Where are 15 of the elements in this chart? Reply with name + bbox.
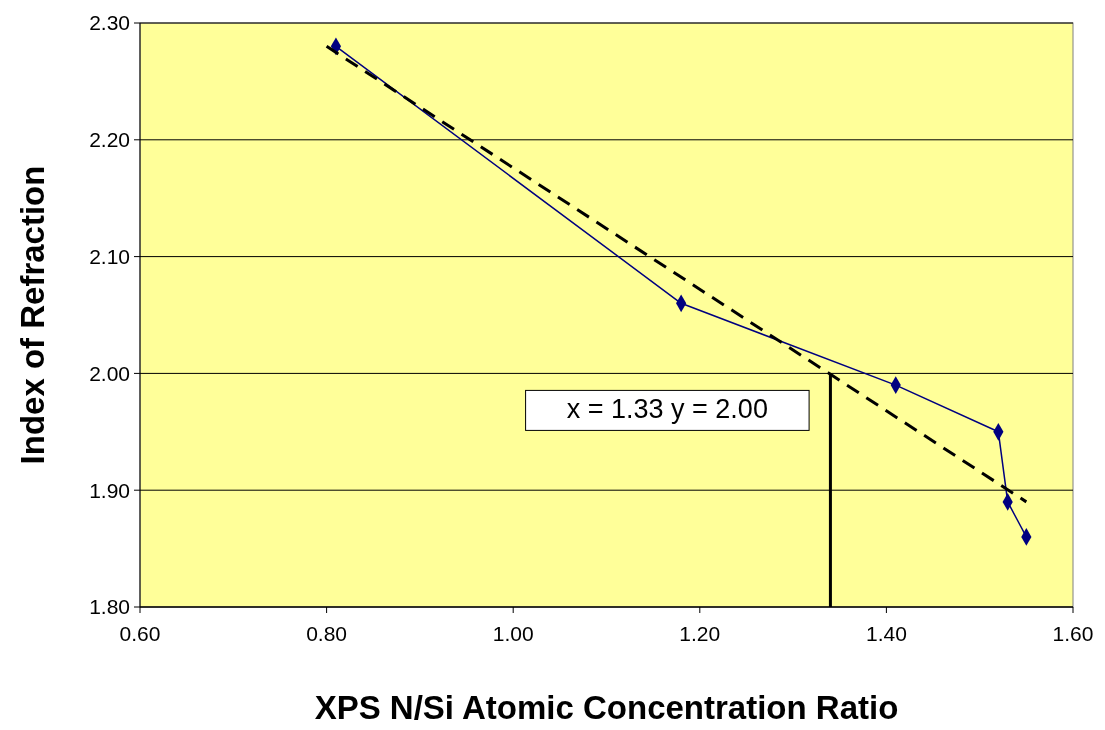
- x-tick-label: 1.60: [1052, 622, 1094, 645]
- y-tick-label: 1.90: [89, 478, 130, 502]
- x-axis-title: XPS N/Si Atomic Concentration Ratio: [314, 689, 899, 726]
- x-tick-label: 0.80: [306, 622, 348, 645]
- y-tick-label: 2.20: [89, 128, 130, 152]
- annotation: x = 1.33 y = 2.00: [566, 394, 768, 425]
- x-tick-label: 1.20: [679, 622, 721, 645]
- y-tick-label: 1.80: [89, 595, 130, 619]
- y-axis-title: Index of Refraction: [14, 165, 51, 465]
- x-tick-label: 1.40: [865, 622, 907, 645]
- x-tick-label: 0.60: [119, 622, 161, 645]
- y-tick-label: 2.00: [89, 361, 130, 385]
- y-tick-label: 2.10: [89, 244, 130, 268]
- x-tick-label: 1.00: [492, 622, 534, 645]
- y-tick-label: 2.30: [89, 11, 130, 35]
